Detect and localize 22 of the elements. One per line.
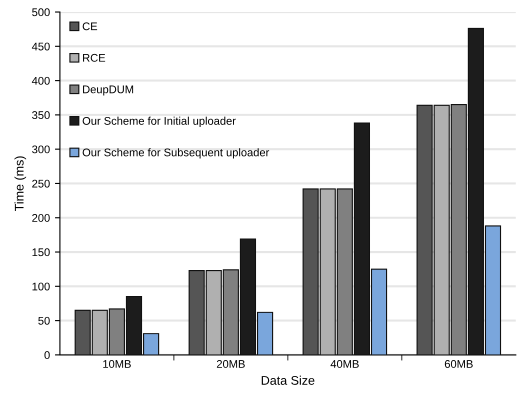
legend-label: DeupDUM: [83, 86, 134, 96]
y-tick-label: 400: [32, 76, 50, 85]
y-tick-label: 500: [32, 8, 50, 16]
x-axis-title: Data Size: [262, 376, 314, 385]
y-tick-label: 300: [32, 145, 50, 154]
x-tick-label: 60MB: [444, 360, 473, 368]
y-tick-label: 150: [32, 248, 50, 256]
y-tick-label: 200: [32, 214, 50, 222]
y-tick-label: 250: [32, 180, 50, 188]
y-tick-label: 0: [44, 351, 50, 360]
y-tick-label: 350: [32, 111, 50, 120]
y-tick-label: 450: [32, 42, 50, 50]
x-tick-label: 20MB: [216, 360, 245, 368]
x-tick-label: 10MB: [103, 360, 131, 368]
legend-label: RCE: [83, 54, 106, 62]
legend-label: CE: [82, 22, 98, 30]
legend-label: Our Scheme for Initial uploader: [82, 116, 236, 128]
x-tick-label: 40MB: [330, 360, 359, 368]
legend-label: Our Scheme for Subsequent uploader: [82, 148, 270, 159]
y-tick-label: 50: [38, 316, 50, 325]
y-tick-label: 100: [32, 282, 50, 290]
y-axis-title: Time (ms): [14, 156, 26, 212]
